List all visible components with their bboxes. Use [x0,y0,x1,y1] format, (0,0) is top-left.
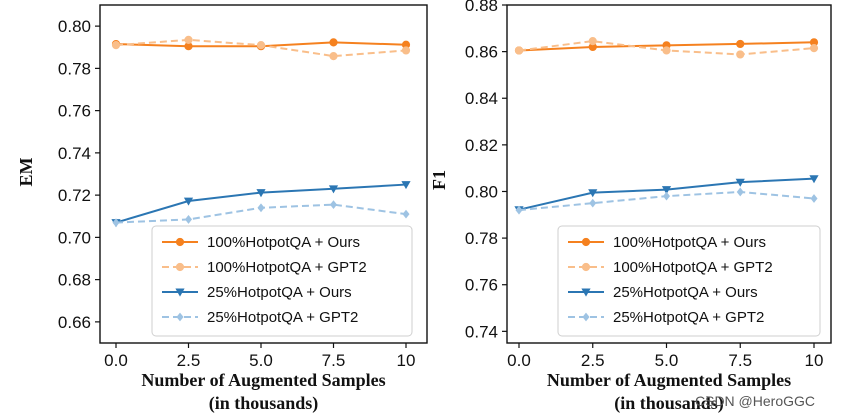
data-point [736,187,744,197]
watermark-text: CSDN @HeroGGC [695,393,815,409]
legend-marker [581,262,591,272]
legend-marker [581,237,591,247]
y-tick-label: 0.84 [465,89,498,108]
f1-chart-panel: 0.74 0.76 0.78 0.80 0.82 0.84 0.86 0.88 0.0 2.5 5.… [429,0,832,414]
data-point [402,209,410,219]
x-axis-subtitle: (in thousands) [209,393,319,414]
data-point [184,215,193,224]
data-point [735,178,745,187]
data-point [589,198,597,208]
data-point [184,35,193,44]
y-tick-label: 0.68 [58,271,91,290]
data-point [588,189,598,198]
y-tick-label: 0.88 [465,0,498,15]
x-tick-label: 5.0 [655,351,679,370]
data-point [810,194,818,203]
y-tick-label: 0.80 [58,17,91,36]
legend-label: 100%HotpotQA + Ours [207,234,360,251]
data-point [112,218,120,227]
x-tick-label: 7.5 [728,351,752,370]
data-point [736,39,745,49]
data-point [809,44,819,53]
legend-marker [581,288,591,297]
data-point [809,175,819,184]
y-tick-label: 0.72 [58,186,91,205]
data-point [257,203,265,213]
legend-marker [582,312,590,322]
data-point [514,46,524,55]
data-point [401,181,411,190]
legend-marker [175,237,185,247]
data-point [401,46,411,55]
em-chart-panel: 0.66 0.68 0.70 0.72 0.74 0.76 0.78 0.80 0.0 2.5 5.… [16,4,428,414]
data-point [515,205,523,215]
data-point [329,200,338,210]
data-point [183,197,194,206]
plot-frame [99,4,428,344]
legend-marker [176,312,184,322]
legend: 100%HotpotQA + Ours 100%HotpotQA + GPT2 25… [151,225,413,337]
legend-marker [175,262,185,272]
y-tick-label: 0.74 [465,322,498,341]
y-axis-title: EM [16,157,36,186]
data-point [662,191,671,201]
data-point [588,37,597,46]
data-point [329,52,338,61]
legend-label: 25%HotpotQA + Ours [207,284,352,301]
legend-label: 100%HotpotQA + GPT2 [207,259,367,276]
x-axis-subtitle: (in thousands) [614,393,724,414]
y-axis-title: F1 [429,170,449,190]
data-point [256,41,266,50]
y-tick-label: 0.78 [58,59,91,78]
legend-label: 100%HotpotQA + GPT2 [613,259,773,276]
data-point [736,50,745,59]
legend-marker [175,288,185,297]
y-tick-label: 0.86 [465,43,498,62]
legend: 100%HotpotQA + Ours 100%HotpotQA + GPT2 25… [557,225,821,337]
x-tick-label: 7.5 [322,351,346,370]
legend-box [151,225,413,337]
plot-frame [506,4,832,344]
data-point [256,189,266,198]
data-point [328,185,339,194]
y-tick-label: 0.74 [58,144,91,163]
data-point [111,41,121,50]
x-tick-label: 2.5 [177,351,201,370]
y-tick-label: 0.70 [58,228,91,247]
legend-label: 100%HotpotQA + Ours [613,234,766,251]
x-tick-label: 10 [805,351,824,370]
legend-label: 25%HotpotQA + GPT2 [207,309,358,326]
x-axis-title: Number of Augmented Samples [141,370,385,390]
x-tick-label: 2.5 [581,351,605,370]
data-point [661,186,672,195]
x-tick-label: 0.0 [104,351,128,370]
data-point [329,38,338,47]
x-tick-label: 0.0 [507,351,531,370]
y-tick-label: 0.76 [465,276,498,295]
legend-label: 25%HotpotQA + GPT2 [613,309,764,326]
legend-label: 25%HotpotQA + Ours [613,284,758,301]
y-tick-label: 0.80 [465,182,498,201]
legend-box [557,225,821,337]
x-tick-label: 5.0 [249,351,273,370]
x-tick-label: 10 [397,351,416,370]
y-tick-label: 0.76 [58,102,91,121]
y-tick-label: 0.66 [58,313,91,332]
y-tick-label: 0.78 [465,229,498,248]
data-point [662,46,671,55]
y-tick-label: 0.82 [465,136,498,155]
x-axis-title: Number of Augmented Samples [547,370,791,390]
